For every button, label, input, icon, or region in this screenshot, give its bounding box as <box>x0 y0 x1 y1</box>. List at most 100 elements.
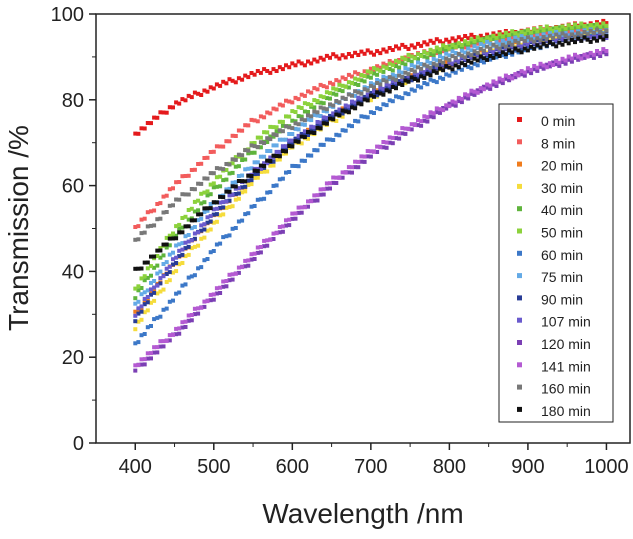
data-point <box>554 29 559 34</box>
data-point <box>133 237 138 242</box>
legend-marker <box>517 340 522 345</box>
data-point <box>221 178 226 183</box>
data-point <box>149 264 153 269</box>
data-point <box>551 29 555 33</box>
data-point <box>563 26 568 31</box>
data-point <box>249 166 254 171</box>
data-point <box>375 150 380 154</box>
data-point <box>394 64 398 69</box>
data-point <box>343 55 348 60</box>
data-point <box>315 198 320 203</box>
data-point <box>268 237 273 242</box>
data-point <box>500 77 505 82</box>
data-point <box>174 243 179 248</box>
data-point <box>438 59 442 64</box>
data-point <box>375 78 380 82</box>
data-point <box>365 95 370 100</box>
data-point <box>189 238 194 243</box>
data-point <box>167 203 172 208</box>
data-point <box>497 54 502 58</box>
data-point <box>485 52 490 57</box>
data-point <box>328 181 332 186</box>
data-point <box>331 111 336 116</box>
data-point <box>211 249 216 253</box>
data-point <box>431 111 436 116</box>
data-point <box>368 81 373 86</box>
data-point <box>406 79 411 84</box>
data-point <box>381 64 386 69</box>
data-point <box>284 170 288 175</box>
data-point <box>315 113 320 118</box>
data-point <box>183 325 188 329</box>
data-point <box>164 193 169 198</box>
data-point <box>375 81 380 85</box>
data-point <box>252 257 257 261</box>
data-point <box>463 95 468 100</box>
data-point <box>186 93 191 98</box>
data-point <box>535 68 540 73</box>
data-point <box>598 29 603 34</box>
data-point <box>287 170 292 174</box>
data-point <box>547 61 552 66</box>
data-point <box>192 231 197 236</box>
data-point <box>296 139 301 144</box>
data-point <box>230 180 235 185</box>
data-point <box>186 208 191 212</box>
data-point <box>302 122 307 127</box>
series-160-min <box>133 27 609 242</box>
data-point <box>324 96 329 101</box>
data-point <box>142 357 147 362</box>
data-point <box>287 141 292 146</box>
data-point <box>365 74 370 79</box>
data-point <box>271 134 276 139</box>
data-point <box>324 85 329 90</box>
data-point <box>255 197 260 202</box>
data-point <box>324 107 329 112</box>
data-point <box>309 130 314 135</box>
data-point <box>519 34 524 39</box>
data-point <box>491 53 496 58</box>
data-point <box>312 193 317 198</box>
data-point <box>362 94 367 99</box>
data-point <box>485 39 490 44</box>
data-point <box>372 66 376 71</box>
data-point <box>601 37 606 42</box>
data-point <box>346 85 351 90</box>
data-point <box>343 77 348 81</box>
y-tick-label: 80 <box>62 90 84 112</box>
data-point <box>456 41 461 46</box>
data-point <box>595 27 599 32</box>
data-point <box>516 40 521 45</box>
data-point <box>419 119 424 124</box>
data-point <box>588 35 593 40</box>
data-point <box>444 51 449 56</box>
data-point <box>224 284 229 289</box>
legend-label: 8 min <box>541 135 575 151</box>
data-point <box>541 35 546 39</box>
data-point <box>469 40 474 45</box>
data-point <box>133 313 138 318</box>
data-point <box>573 55 577 60</box>
data-point <box>224 205 229 210</box>
data-point <box>293 211 298 216</box>
data-point <box>441 68 446 73</box>
data-point <box>236 270 241 275</box>
data-point <box>488 41 493 46</box>
data-point <box>145 275 150 280</box>
data-point <box>306 59 310 64</box>
data-point <box>312 57 317 62</box>
data-point <box>403 70 408 75</box>
data-point <box>290 100 295 105</box>
data-point <box>240 190 245 195</box>
data-point <box>268 155 273 160</box>
data-point <box>387 135 392 140</box>
data-point <box>356 98 361 103</box>
data-point <box>340 53 345 58</box>
data-point <box>372 52 376 57</box>
data-point <box>249 182 254 187</box>
legend-marker <box>517 295 522 301</box>
data-point <box>268 149 273 153</box>
data-point <box>450 102 455 107</box>
data-point <box>579 27 584 32</box>
